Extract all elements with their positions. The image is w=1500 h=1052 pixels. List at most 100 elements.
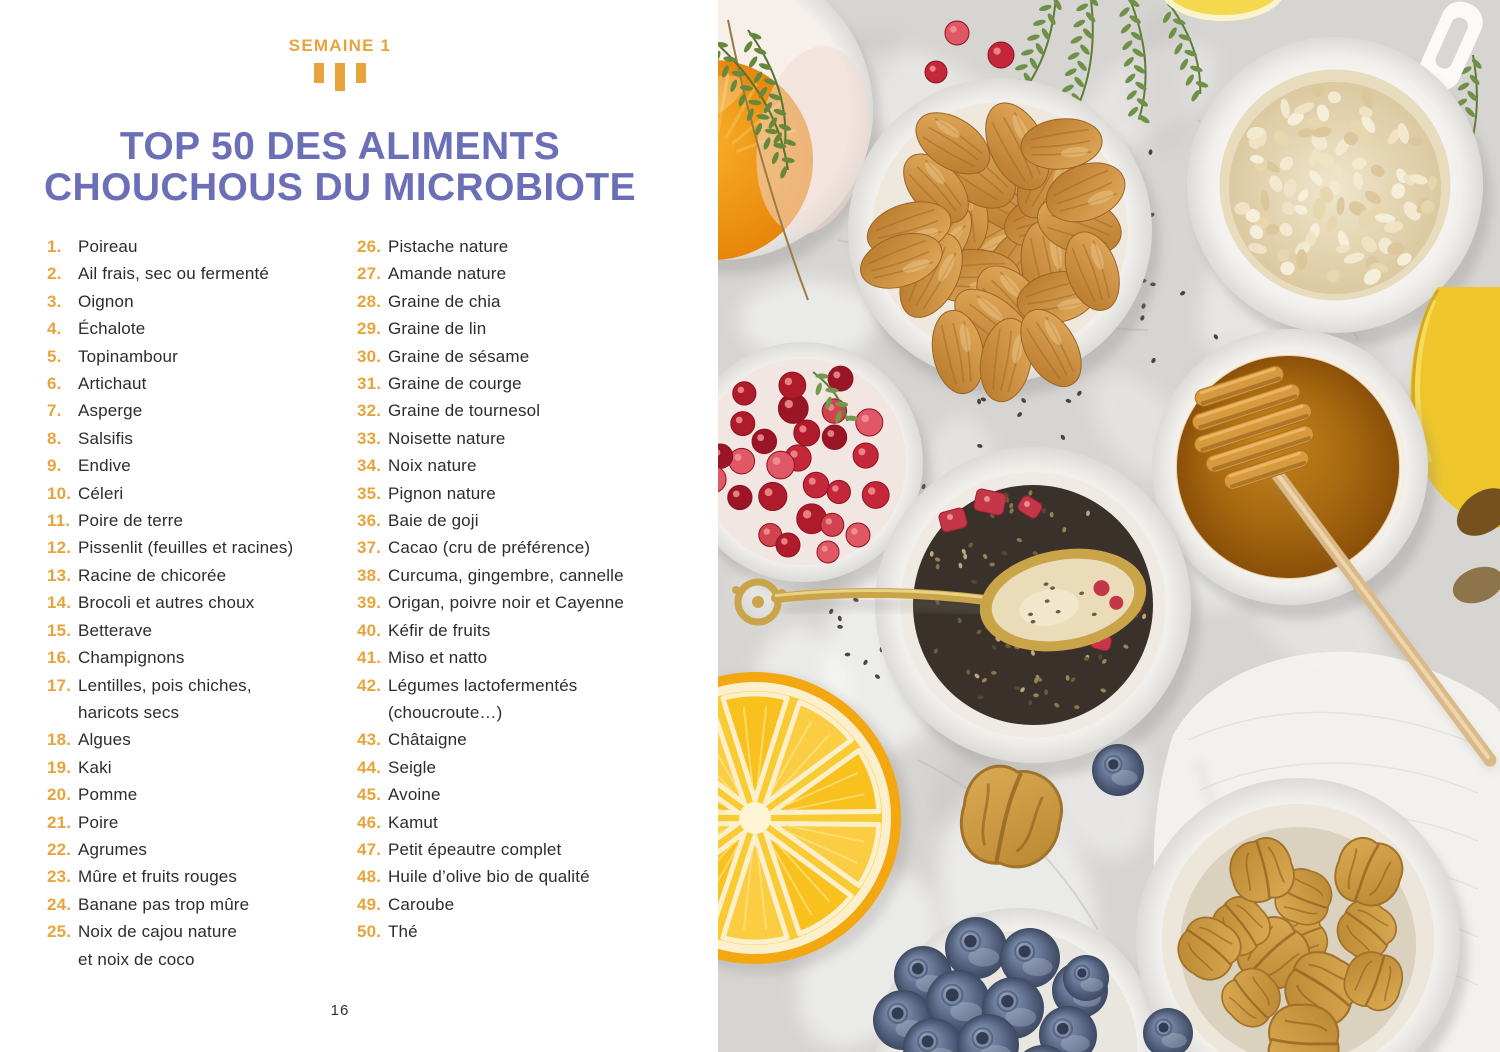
item-text: Champignons: [78, 648, 185, 668]
item-text: Artichaut: [78, 374, 147, 394]
list-item: 14. Brocoli et autres choux: [47, 589, 349, 616]
page-title: TOP 50 DES ALIMENTS CHOUCHOUS DU MICROBI…: [0, 126, 680, 208]
item-text: Huile d’olive bio de qualité: [388, 867, 590, 887]
item-number: 42.: [357, 675, 382, 695]
list-item: 27. Amande nature: [357, 260, 687, 287]
item-number: 35.: [357, 483, 382, 503]
list-item: 13. Racine de chicorée: [47, 562, 349, 589]
list-item: 50. Thé: [357, 918, 687, 945]
item-text: Betterave: [78, 620, 153, 640]
item-text: Miso et natto: [388, 648, 488, 668]
item-number: 1.: [47, 237, 62, 256]
item-text: Pomme: [78, 785, 138, 805]
list-item: 21. Poire: [47, 809, 349, 836]
list-item: 17. Lentilles, pois chiches, haricots sec…: [47, 672, 349, 727]
list-item: 36. Baie de goji: [357, 507, 687, 534]
list-item: 7. Asperge: [47, 397, 349, 424]
item-number: 47.: [357, 839, 382, 859]
item-number: 29.: [357, 319, 382, 339]
item-text: Céleri: [78, 483, 124, 503]
item-number: 37.: [357, 538, 382, 558]
list-item: 42. Légumes lactofermentés (choucroute…): [357, 672, 687, 727]
item-text: Kaki: [78, 757, 112, 777]
item-number: 40.: [357, 620, 382, 640]
item-text: Châtaigne: [388, 730, 467, 750]
item-number: 27.: [357, 264, 382, 284]
item-number: 39.: [357, 593, 382, 613]
list-item: 3. Oignon: [47, 288, 349, 315]
list-item: 25. Noix de cajou nature et noix de coco: [47, 918, 349, 973]
list-item: 32. Graine de tournesol: [357, 397, 687, 424]
item-number: 23.: [47, 867, 72, 887]
list-item: 1. Poireau: [47, 233, 349, 260]
food-list-column-2: 26. Pistache nature 27. Amande nature 28. Gra…: [357, 233, 687, 946]
item-text: Graine de sésame: [388, 346, 530, 366]
item-text: Poire de terre: [78, 511, 184, 531]
bar-icon: [356, 63, 366, 83]
item-number: 41.: [357, 648, 382, 668]
item-number: 43.: [357, 730, 382, 750]
item-text: Racine de chicorée: [78, 565, 227, 585]
item-text: Noix de cajou nature et noix de coco: [78, 922, 237, 969]
list-item: 48. Huile d’olive bio de qualité: [357, 863, 687, 890]
list-item: 8. Salsifis: [47, 425, 349, 452]
item-text: Seigle: [388, 757, 437, 777]
list-item: 35. Pignon nature: [357, 480, 687, 507]
item-number: 48.: [357, 867, 382, 887]
item-number: 33.: [357, 428, 382, 448]
item-number: 4.: [47, 319, 62, 339]
list-item: 47. Petit épeautre complet: [357, 836, 687, 863]
item-number: 3.: [47, 291, 62, 311]
list-item: 41. Miso et natto: [357, 644, 687, 671]
item-number: 15.: [47, 620, 72, 640]
item-number: 28.: [357, 291, 382, 311]
item-text: Agrumes: [78, 839, 148, 859]
food-photo-illustration: [718, 0, 1500, 1052]
item-number: 17.: [47, 675, 72, 695]
list-item: 29. Graine de lin: [357, 315, 687, 342]
book-page: SEMAINE 1 TOP 50 DES ALIMENTS CHOUCHOUS …: [0, 0, 718, 1052]
list-item: 11. Poire de terre: [47, 507, 349, 534]
item-number: 6.: [47, 374, 62, 394]
item-text: Mûre et fruits rouges: [78, 867, 238, 887]
list-item: 15. Betterave: [47, 617, 349, 644]
item-number: 11.: [47, 511, 71, 531]
item-text: Topinambour: [78, 346, 178, 366]
item-text: Cacao (cru de préférence): [388, 538, 591, 558]
item-text: Graine de tournesol: [388, 401, 541, 421]
item-text: Graine de chia: [388, 291, 501, 311]
item-text: Amande nature: [388, 264, 507, 284]
item-text: Endive: [78, 456, 131, 476]
item-number: 36.: [357, 511, 382, 531]
item-number: 21.: [47, 812, 72, 832]
item-number: 14.: [47, 593, 72, 613]
item-text: Thé: [388, 922, 418, 942]
item-number: 44.: [357, 757, 382, 777]
item-number: 20.: [47, 785, 72, 805]
item-number: 2.: [47, 264, 62, 284]
week-bars-icon: [0, 63, 680, 93]
item-number: 16.: [47, 648, 72, 668]
list-item: 40. Kéfir de fruits: [357, 617, 687, 644]
item-text: Curcuma, gingembre, cannelle: [388, 565, 624, 585]
list-item: 4. Échalote: [47, 315, 349, 342]
item-number: 22.: [47, 839, 72, 859]
item-text: Salsifis: [78, 428, 134, 448]
item-number: 45.: [357, 785, 382, 805]
list-item: 33. Noisette nature: [357, 425, 687, 452]
item-text: Noix nature: [388, 456, 477, 476]
list-item: 34. Noix nature: [357, 452, 687, 479]
week-badge: SEMAINE 1: [0, 36, 680, 93]
item-number: 5.: [47, 346, 62, 366]
list-item: 31. Graine de courge: [357, 370, 687, 397]
item-text: Asperge: [78, 401, 143, 421]
list-item: 46. Kamut: [357, 809, 687, 836]
item-text: Légumes lactofermentés (choucroute…): [388, 675, 578, 722]
list-item: 28. Graine de chia: [357, 288, 687, 315]
item-number: 49.: [357, 894, 382, 914]
item-text: Lentilles, pois chiches, haricots secs: [78, 675, 252, 722]
week-label: SEMAINE 1: [288, 36, 392, 55]
list-item: 44. Seigle: [357, 754, 687, 781]
item-text: Poire: [78, 812, 119, 832]
item-number: 25.: [47, 922, 72, 942]
